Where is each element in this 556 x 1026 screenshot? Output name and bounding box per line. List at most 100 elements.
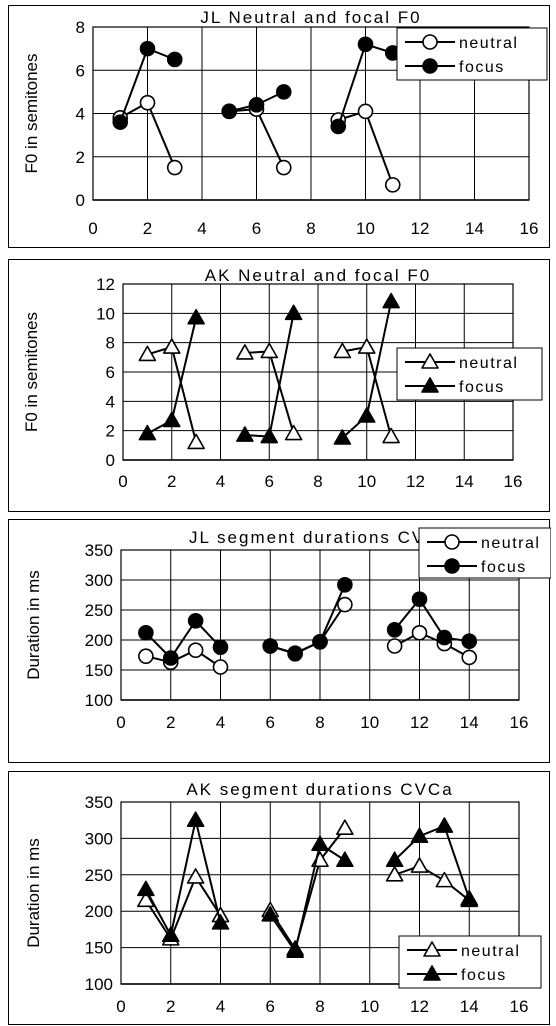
legend-marker-neutral	[422, 34, 438, 50]
x-tick-label: 0	[116, 713, 125, 732]
data-point-focus	[221, 103, 238, 120]
data-point-focus	[261, 906, 280, 922]
data-point-focus	[260, 427, 279, 444]
data-point-focus	[112, 114, 129, 130]
data-point-focus	[382, 292, 400, 309]
data-point-focus	[312, 634, 328, 650]
chart-svg: JL Neutral and focal F0 F0 in semitones 0 2…	[22, 8, 548, 238]
legend-label-neutral: neutral	[461, 943, 520, 960]
data-point-focus	[337, 577, 353, 593]
y-tick-label: 12	[96, 275, 115, 294]
x-tick-label: 0	[118, 472, 127, 491]
data-point-neutral	[385, 866, 404, 882]
data-point-neutral	[337, 596, 353, 613]
y-tick-label: 0	[106, 451, 115, 470]
series-focus	[138, 292, 400, 445]
series-neutral-line	[145, 874, 222, 942]
legend: neutral focus	[396, 27, 548, 81]
data-point-neutral	[187, 433, 205, 450]
y-axis-label: Duration in ms	[24, 570, 43, 680]
y-tick-label: 100	[85, 975, 113, 994]
data-point-focus	[166, 51, 183, 68]
data-point-focus	[138, 625, 154, 641]
y-axis-label: Duration in ms	[24, 838, 43, 948]
plot-area-border	[92, 26, 530, 201]
data-point-neutral	[187, 642, 204, 658]
data-point-neutral	[382, 427, 400, 444]
x-tick-label: 10	[360, 997, 379, 1016]
data-point-neutral	[384, 177, 401, 193]
chart-svg: AK Neutral and focal F0 F0 in semitones 0 2…	[22, 266, 543, 491]
data-point-neutral	[435, 871, 454, 888]
y-tick-label: 6	[106, 363, 115, 382]
data-point-focus	[357, 36, 374, 53]
data-point-focus	[330, 118, 347, 135]
y-tick-label: 2	[106, 422, 115, 441]
data-point-neutral	[410, 857, 429, 873]
y-tick-label: 6	[76, 61, 85, 80]
chart-title: AK segment durations CVCa	[186, 780, 453, 799]
y-tick-label: 100	[85, 691, 113, 710]
x-tick-label: 16	[510, 997, 529, 1016]
legend: neutral focus	[396, 347, 543, 401]
y-tick-label: 300	[85, 829, 113, 848]
x-tick-label: 8	[306, 219, 315, 238]
legend: neutral focus	[398, 935, 542, 989]
jl-durations-chart-panel: JL segment durations CVCa Duration in ms 0…	[8, 519, 551, 763]
y-tick-label: 2	[76, 148, 85, 167]
x-tick-label: 6	[265, 472, 274, 491]
data-point-focus	[248, 97, 265, 113]
data-point-focus	[435, 817, 454, 833]
data-point-focus	[139, 40, 156, 57]
data-point-neutral	[138, 345, 157, 362]
legend-marker-focus	[444, 558, 460, 574]
x-tick-label: 12	[410, 713, 429, 732]
ak-f0-chart-panel: AK Neutral and focal F0 F0 in semitones 0 2…	[8, 259, 550, 512]
data-point-neutral	[357, 338, 376, 354]
x-tick-label: 10	[357, 472, 376, 491]
data-point-neutral	[357, 103, 374, 120]
data-point-focus	[186, 811, 205, 828]
y-tick-label: 350	[85, 793, 113, 812]
jl-f0-chart-panel: JL Neutral and focal F0 F0 in semitones 0 2…	[8, 5, 550, 248]
x-tick-label: 10	[360, 713, 379, 732]
x-tick-label: 8	[315, 713, 324, 732]
y-tick-label: 350	[85, 541, 113, 560]
data-point-neutral	[162, 338, 181, 354]
series-neutral-line	[269, 827, 346, 952]
x-tick-label: 2	[166, 997, 175, 1016]
series-focus-line	[145, 619, 222, 660]
y-tick-label: 250	[85, 866, 113, 885]
series-neutral-line	[394, 864, 470, 902]
data-point-neutral	[186, 868, 205, 884]
legend-marker-focus	[423, 965, 441, 981]
data-point-neutral	[284, 424, 303, 441]
data-point-focus	[284, 304, 303, 321]
series-neutral-line	[394, 631, 470, 659]
legend-box	[396, 347, 543, 401]
legend-label-focus: focus	[481, 559, 527, 576]
x-tick-label: 2	[167, 472, 176, 491]
x-tick-label: 6	[266, 713, 275, 732]
data-point-focus	[287, 646, 303, 662]
data-point-focus	[187, 613, 204, 629]
x-tick-label: 14	[460, 713, 479, 732]
legend-marker-neutral	[421, 353, 439, 369]
x-tick-label: 14	[460, 997, 479, 1016]
data-point-neutral	[333, 342, 352, 359]
series-neutral-line	[145, 649, 222, 668]
x-tick-label: 10	[356, 219, 375, 238]
legend-label-neutral: neutral	[481, 535, 540, 552]
legend-marker-focus	[421, 377, 439, 393]
data-point-focus	[187, 308, 205, 325]
data-point-focus	[138, 424, 157, 441]
ak-durations-chart-panel: AK segment durations CVCa Duration in ms 0…	[8, 771, 550, 1025]
chart-title: JL segment durations CVCa	[189, 528, 451, 547]
series-focus	[138, 577, 478, 666]
x-tick-label: 6	[252, 219, 261, 238]
y-tick-label: 150	[85, 939, 113, 958]
y-tick-label: 8	[106, 334, 115, 353]
series-focus-line	[269, 842, 346, 954]
x-tick-label: 14	[465, 219, 484, 238]
y-axis-label: F0 in semitones	[22, 312, 41, 432]
